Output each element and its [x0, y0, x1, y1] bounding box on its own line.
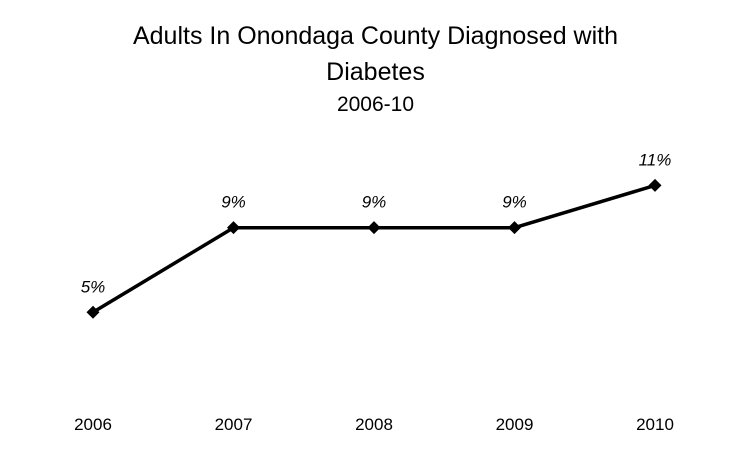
data-point-marker: [648, 178, 662, 192]
data-point-marker: [508, 221, 521, 235]
chart-title-block: Adults In Onondaga County Diagnosed with…: [0, 18, 751, 120]
data-point-marker: [227, 221, 240, 235]
x-tick-label: 2006: [74, 415, 112, 434]
data-label: 9%: [362, 193, 387, 212]
data-label: 5%: [81, 277, 106, 296]
chart-title-line-1: Adults In Onondaga County Diagnosed with: [132, 22, 619, 50]
data-point-marker: [367, 221, 381, 235]
x-tick-label: 2010: [636, 415, 674, 434]
data-label: 9%: [221, 193, 246, 212]
x-tick-label: 2008: [355, 415, 393, 434]
x-tick-label: 2009: [496, 415, 534, 434]
chart-title-line-2: Diabetes: [326, 58, 425, 86]
data-label: 9%: [502, 193, 527, 212]
x-tick-label: 2007: [215, 415, 253, 434]
chart-subtitle: 2006-10: [336, 93, 415, 116]
data-label: 11%: [639, 150, 672, 169]
data-point-marker: [86, 305, 100, 319]
